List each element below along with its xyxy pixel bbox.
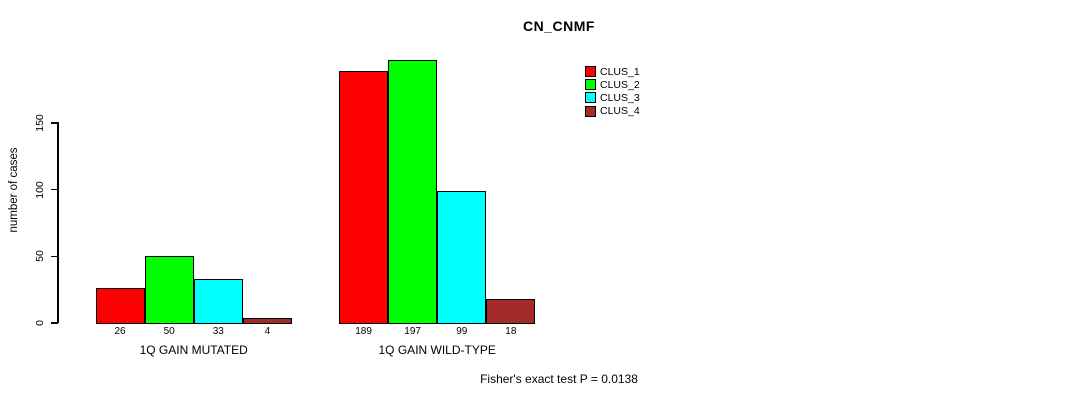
legend-swatch-icon [585, 66, 596, 78]
y-tick-mark [51, 255, 58, 257]
bar-value-label: 50 [163, 326, 175, 337]
legend-swatch-icon [585, 92, 596, 104]
legend-label: CLUS_4 [600, 105, 640, 118]
category-label: 1Q GAIN MUTATED [139, 343, 248, 357]
chart-title: CN_CNMF [523, 18, 595, 34]
bar-value-label: 4 [264, 326, 271, 337]
bar-value-label: 26 [114, 326, 126, 337]
legend-label: CLUS_3 [600, 91, 640, 104]
y-tick-mark [51, 322, 58, 324]
bar-clus_3-2 [437, 191, 487, 324]
bar-value-label: 18 [505, 326, 517, 337]
legend-label: CLUS_2 [600, 78, 640, 91]
legend: CLUS_1 CLUS_2 CLUS_3 CLUS_4 [585, 65, 640, 118]
bar-clus_4-2 [486, 299, 536, 324]
y-tick-label: 100 [34, 180, 46, 199]
legend-item-clus_4: CLUS_4 [585, 105, 640, 118]
y-tick-label: 0 [34, 320, 46, 326]
legend-item-clus_3: CLUS_3 [585, 91, 640, 104]
legend-item-clus_1: CLUS_1 [585, 65, 640, 78]
bar-clus_1-1 [95, 288, 145, 324]
category-label: 1Q GAIN WILD-TYPE [378, 343, 496, 357]
legend-label: CLUS_1 [600, 65, 640, 78]
bar-value-label: 189 [355, 326, 372, 337]
y-tick-label: 50 [34, 250, 46, 263]
bar-clus_2-1 [144, 256, 194, 324]
legend-item-clus_2: CLUS_2 [585, 78, 640, 91]
bar-value-label: 197 [404, 326, 421, 337]
bar-clus_3-1 [193, 279, 243, 324]
y-tick-label: 150 [34, 114, 46, 132]
bar-value-label: 33 [212, 326, 224, 337]
bar-clus_4-1 [242, 317, 292, 324]
y-axis-line [57, 122, 59, 323]
annotation-text: Fisher's exact test P = 0.0138 [480, 372, 638, 386]
y-tick-mark [51, 189, 58, 191]
legend-swatch-icon [585, 105, 596, 117]
legend-swatch-icon [585, 79, 596, 91]
y-axis-label: number of cases [8, 147, 20, 233]
y-tick-mark [51, 122, 58, 124]
bar-clus_2-2 [388, 60, 438, 324]
bar-value-label: 99 [456, 326, 468, 337]
bar-clus_1-2 [339, 71, 389, 324]
